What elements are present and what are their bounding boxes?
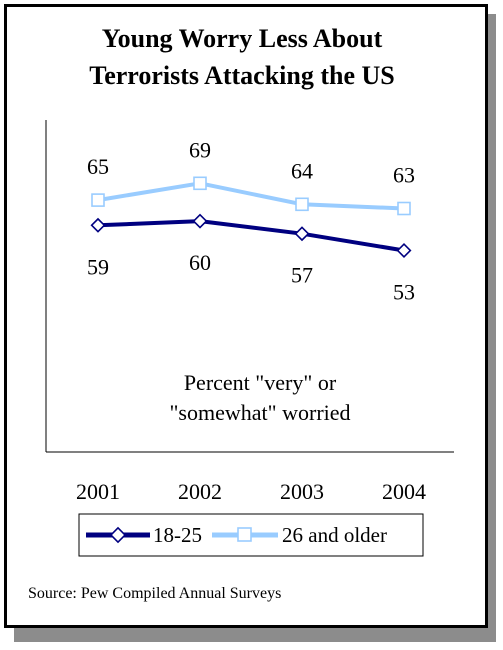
- x-tick-label-2003: 2003: [280, 479, 324, 504]
- data-label-18-25-2001: 59: [87, 254, 109, 279]
- data-point-26-older-2001: [91, 193, 105, 207]
- x-tick-labels: 2001 2002 2003 2004: [76, 479, 426, 504]
- legend-label-18-25: 18-25: [153, 523, 202, 547]
- data-label-26-older-2001: 65: [87, 154, 109, 179]
- data-label-18-25-2003: 57: [291, 263, 313, 288]
- series-line-26-older: [97, 181, 405, 211]
- annotation-line-2: "somewhat" worried: [169, 400, 350, 425]
- series-line-18-25: [97, 219, 405, 253]
- data-label-26-older-2003: 64: [291, 158, 313, 183]
- legend: 18-25 26 and older: [78, 513, 424, 557]
- plot-area: [45, 120, 454, 453]
- data-point-26-older-2003: [295, 197, 309, 212]
- data-point-26-older-2004: [397, 201, 411, 216]
- chart-title-line-2: Terrorists Attacking the US: [89, 61, 395, 90]
- annotation-line-1: Percent "very" or: [184, 370, 337, 395]
- data-label-layer: 65 69 64 63 59 60 57 53: [87, 137, 415, 304]
- data-label-26-older-2004: 63: [393, 163, 415, 188]
- data-label-26-older-2002: 69: [189, 137, 211, 162]
- data-point-18-25-2004: [396, 243, 412, 258]
- legend-marker-26-older: [237, 527, 252, 542]
- data-point-18-25-2002: [192, 213, 208, 229]
- x-tick-label-2001: 2001: [76, 479, 120, 504]
- source-note: Source: Pew Compiled Annual Surveys: [28, 585, 282, 602]
- legend-marker-18-25: [109, 526, 127, 544]
- series-layer: [90, 176, 412, 258]
- x-tick-label-2004: 2004: [382, 479, 426, 504]
- data-point-18-25-2001: [90, 217, 106, 233]
- chart-title-line-1: Young Worry Less About: [101, 24, 383, 53]
- data-point-18-25-2003: [294, 226, 310, 242]
- chart-title: Young Worry Less About Terrorists Attack…: [0, 20, 484, 94]
- data-label-18-25-2004: 53: [393, 280, 415, 305]
- x-tick-label-2002: 2002: [178, 479, 222, 504]
- legend-label-26-older: 26 and older: [282, 523, 387, 547]
- data-label-18-25-2002: 60: [189, 250, 211, 275]
- data-point-26-older-2002: [193, 176, 207, 191]
